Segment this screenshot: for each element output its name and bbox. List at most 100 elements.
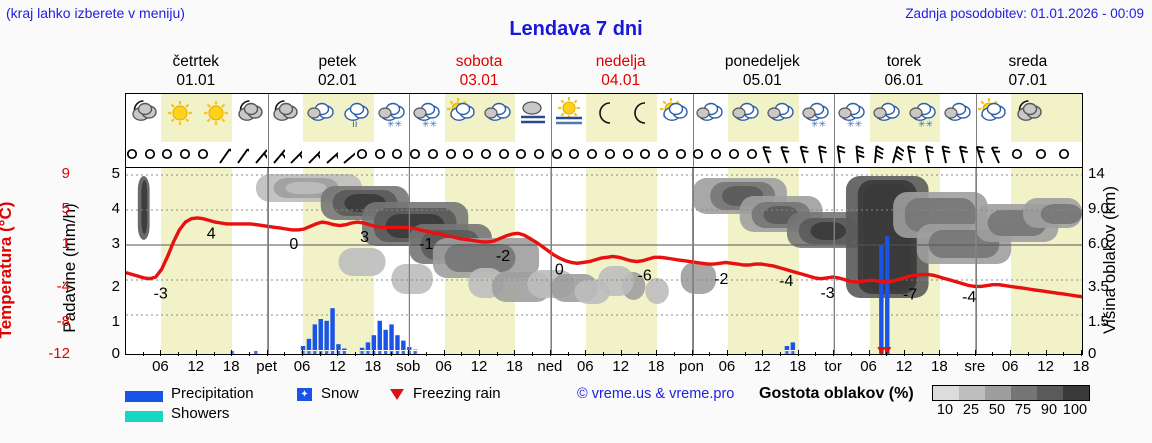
snow-marker-fill-13 bbox=[378, 351, 382, 354]
hour-minor-tick bbox=[709, 352, 711, 356]
temperature-label-6: 0 bbox=[555, 262, 564, 279]
moon-icon bbox=[588, 96, 618, 140]
cloud-snow-icon: ✳✳ bbox=[836, 96, 866, 140]
day-date: 06.01 bbox=[884, 72, 924, 89]
cloud-tick-5: 0 bbox=[1088, 345, 1097, 362]
day-name: ponedeljek bbox=[724, 53, 800, 70]
cloud-icon bbox=[871, 96, 901, 140]
precipitation-layer bbox=[230, 236, 892, 354]
cloud-icon bbox=[482, 96, 512, 140]
temperature-label-8: -2 bbox=[714, 271, 728, 288]
calm-wind-icon bbox=[565, 144, 583, 169]
legend-snow-label: Snow bbox=[321, 385, 359, 402]
day-separator-1 bbox=[409, 142, 411, 167]
precipitation-tick-2: 3 bbox=[111, 235, 120, 252]
snow-marker-fill-19 bbox=[413, 351, 417, 354]
precipitation-tick-5: 0 bbox=[111, 345, 120, 362]
precip-bar-4 bbox=[312, 324, 318, 354]
cloud-density-scale-numbers: 10 25 50 75 90 100 bbox=[932, 402, 1092, 420]
hour-label-3: pet bbox=[256, 358, 278, 375]
temperature-tick-4: -8 bbox=[56, 313, 70, 330]
calm-wind-icon bbox=[530, 144, 548, 169]
hour-minor-tick bbox=[1063, 352, 1065, 356]
cloud-icon bbox=[305, 96, 335, 140]
page-title: Lendava 7 dni bbox=[509, 18, 643, 40]
svg-text:✳✳: ✳✳ bbox=[847, 119, 863, 129]
day-separator-5 bbox=[975, 94, 977, 142]
hour-tick bbox=[797, 350, 799, 356]
moon-cloud-icon bbox=[269, 96, 299, 140]
temperature-label-12: -4 bbox=[962, 289, 976, 306]
hour-tick bbox=[585, 350, 587, 356]
snow-marker-fill-17 bbox=[401, 351, 405, 354]
cloud-tick-2: 6.0 bbox=[1088, 235, 1109, 252]
snow-marker-fill-2 bbox=[301, 351, 305, 354]
hour-minor-tick bbox=[957, 352, 959, 356]
location-menu-note[interactable]: (kraj lahko izberete v meniju) bbox=[6, 5, 185, 21]
hour-label-1: 12 bbox=[187, 358, 205, 375]
wind-barb-icon bbox=[760, 144, 780, 171]
cloud-blob-1 bbox=[141, 180, 148, 234]
hour-tick bbox=[195, 350, 197, 356]
hour-tick bbox=[762, 350, 764, 356]
credit-link[interactable]: © vreme.us & vreme.pro bbox=[577, 386, 735, 402]
day-separator-0 bbox=[267, 94, 269, 142]
temperature-tick-5: -12 bbox=[48, 345, 70, 362]
cloud-blob-4 bbox=[285, 182, 327, 194]
hour-label-9: 12 bbox=[470, 358, 488, 375]
cloud-scale-step-5 bbox=[1063, 386, 1089, 400]
wind-barb-icon bbox=[990, 144, 1010, 171]
day-separator-3 bbox=[692, 142, 694, 167]
hour-minor-tick bbox=[425, 352, 427, 356]
moon-icon bbox=[623, 96, 653, 140]
temperature-label-2: 0 bbox=[289, 236, 298, 253]
snow-marker-fill-16 bbox=[395, 351, 400, 354]
precipitation-tick-1: 4 bbox=[111, 200, 120, 217]
legend-showers-label: Showers bbox=[171, 405, 230, 422]
night-band-3 bbox=[586, 94, 658, 142]
day-separator-2 bbox=[550, 168, 552, 354]
day-separator-1 bbox=[409, 94, 411, 142]
hour-tick bbox=[479, 350, 481, 356]
cloud-blob-15 bbox=[338, 248, 386, 276]
hour-tick bbox=[408, 350, 410, 356]
calm-wind-icon bbox=[1055, 144, 1073, 169]
precip-bar-3 bbox=[306, 338, 312, 354]
wind-barb-icon bbox=[955, 144, 975, 171]
wind-barb-icon bbox=[849, 144, 869, 171]
cloud-density-title: Gostota oblakov (%) bbox=[759, 385, 914, 402]
day-header-strip: četrtek 01.01 petek 02.01 sobota 03.01 nedelja… bbox=[125, 52, 1083, 92]
hour-minor-tick bbox=[992, 352, 994, 356]
hour-label-14: 18 bbox=[647, 358, 665, 375]
day-separator-3 bbox=[692, 94, 694, 142]
calm-wind-icon bbox=[424, 144, 442, 169]
hour-label-11: ned bbox=[537, 358, 563, 375]
hour-label-16: 06 bbox=[718, 358, 736, 375]
cloud-icon bbox=[730, 96, 760, 140]
temperature-label-4: -1 bbox=[419, 236, 433, 253]
cloud-icon bbox=[694, 96, 724, 140]
day-separator-4 bbox=[834, 142, 836, 167]
precip-bar-21 bbox=[790, 342, 796, 354]
night-band-0 bbox=[161, 168, 233, 354]
cloud-height-tick-labels: 14 9.0 6.0 3.5 1.5 0 bbox=[1088, 93, 1128, 362]
wind-barb-icon bbox=[884, 144, 905, 171]
precip-bar-13 bbox=[377, 320, 382, 354]
day-separator-0 bbox=[267, 168, 269, 354]
hour-label-10: 18 bbox=[506, 358, 523, 375]
calm-wind-icon bbox=[388, 144, 406, 169]
day-date: 07.01 bbox=[1008, 72, 1048, 89]
day-separator-2 bbox=[550, 142, 552, 167]
sun-icon bbox=[163, 96, 193, 140]
calm-wind-icon bbox=[123, 144, 141, 169]
calm-wind-icon bbox=[371, 144, 389, 169]
temperature-tick-2: 1 bbox=[61, 235, 70, 252]
wind-barb-icon bbox=[796, 144, 816, 171]
hour-minor-tick bbox=[284, 352, 286, 356]
hour-minor-tick bbox=[638, 352, 640, 356]
temperature-axis-title: Temperatura (°C) bbox=[0, 201, 15, 339]
fog-icon bbox=[517, 96, 547, 140]
snow-marker-fill-11 bbox=[366, 351, 370, 354]
sun-icon bbox=[199, 96, 229, 140]
